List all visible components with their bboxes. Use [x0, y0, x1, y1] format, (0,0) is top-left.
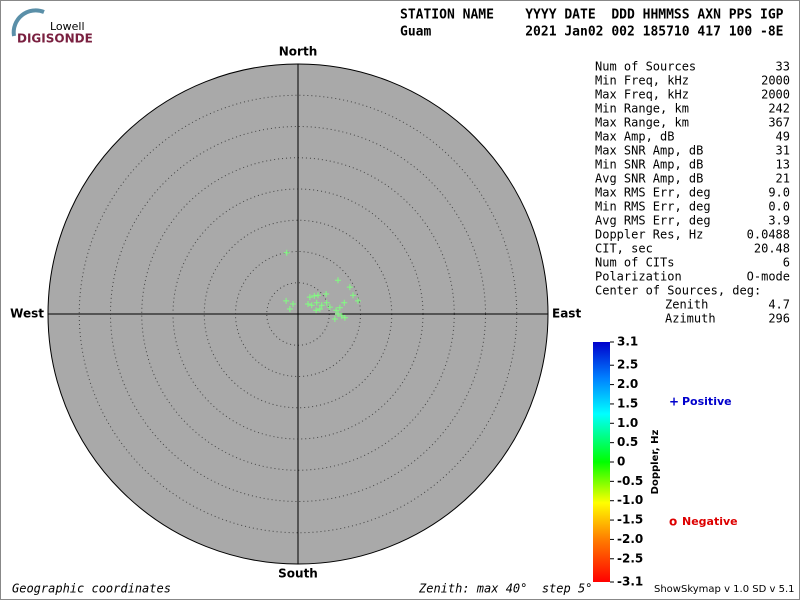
- stat-value: O-mode: [747, 270, 790, 284]
- stat-label: Min SNR Amp, dB: [595, 158, 703, 172]
- colorbar-label: 0.5: [617, 435, 638, 449]
- stat-label: Max RMS Err, deg: [595, 186, 711, 200]
- stat-value: 0.0488: [747, 228, 790, 242]
- source-marker: [308, 302, 315, 309]
- stat-value: 2000: [761, 88, 790, 102]
- center-label: Zenith: [665, 298, 708, 312]
- center-value: 4.7: [768, 298, 790, 312]
- colorbar-label: 1.5: [617, 396, 638, 410]
- stat-label: Min Freq, kHz: [595, 74, 689, 88]
- dir-east: East: [552, 307, 581, 321]
- stat-value: 13: [776, 158, 790, 172]
- stat-label: Num of Sources: [595, 60, 696, 74]
- stat-label: Max Range, km: [595, 116, 689, 130]
- source-marker: [313, 307, 320, 314]
- source-marker: [323, 299, 330, 306]
- header-labels: STATION NAME YYYY DATE DDD HHMMSS AXN PP…: [400, 8, 784, 23]
- source-marker: [355, 297, 361, 304]
- stats-label: Center of Sources, deg:: [595, 284, 761, 298]
- stat-label: Max Amp, dB: [595, 130, 674, 144]
- center-value: 296: [768, 312, 790, 326]
- colorbar-title: Doppler, Hz: [650, 430, 661, 495]
- colorbar-label: 0: [617, 455, 625, 469]
- stat-value: 2000: [761, 74, 790, 88]
- stat-label: Polarization: [595, 270, 682, 284]
- source-marker: [283, 249, 290, 256]
- stat-label: Avg RMS Err, deg: [595, 214, 711, 228]
- colorbar-label: -0.5: [617, 474, 643, 488]
- source-marker: [341, 314, 348, 321]
- source-marker: [283, 297, 290, 304]
- source-marker: [350, 292, 356, 299]
- stat-label: Max SNR Amp, dB: [595, 144, 703, 158]
- source-marker: [315, 292, 321, 299]
- dir-north: North: [279, 45, 317, 59]
- dir-west: West: [10, 307, 44, 321]
- colorbar-label: -2.0: [617, 532, 643, 546]
- colorbar-label: 2.5: [617, 358, 638, 372]
- stat-label: Avg SNR Amp, dB: [595, 172, 703, 186]
- source-marker: [331, 316, 338, 322]
- logo-bottom: DIGISONDE: [17, 32, 93, 46]
- stat-label: Doppler Res, Hz: [595, 228, 703, 242]
- colorbar-label: 2.0: [617, 377, 638, 391]
- source-marker: [326, 304, 333, 311]
- source-marker: [323, 291, 330, 297]
- header-values: Guam 2021 Jan02 002 185710 417 100 -8E: [400, 25, 784, 40]
- colorbar: [593, 342, 610, 582]
- stat-value: 9.0: [768, 186, 790, 200]
- source-marker: [335, 277, 341, 284]
- stat-label: Min RMS Err, deg: [595, 200, 711, 214]
- stat-value: 3.9: [768, 214, 790, 228]
- source-marker: [290, 301, 296, 307]
- source-marker: [333, 307, 340, 314]
- colorbar-label: -1.5: [617, 513, 643, 527]
- source-marker: [341, 299, 348, 306]
- source-marker: [346, 284, 353, 291]
- legend-label: Negative: [682, 515, 738, 528]
- stat-label: Max Freq, kHz: [595, 88, 689, 102]
- source-marker: [305, 301, 311, 307]
- stat-value: 242: [768, 102, 790, 116]
- center-label: Azimuth: [665, 312, 716, 326]
- stat-value: 6: [783, 256, 790, 270]
- stat-value: 31: [776, 144, 790, 158]
- logo-top: Lowell: [50, 20, 85, 33]
- stat-value: 21: [776, 172, 790, 186]
- source-marker: [318, 302, 325, 309]
- colorbar-label: -1.0: [617, 493, 643, 507]
- colorbar-label: 3.1: [617, 335, 638, 349]
- source-marker: [338, 312, 345, 319]
- legend-symbol: o: [669, 515, 677, 529]
- source-marker: [336, 304, 343, 311]
- stat-label: Min Range, km: [595, 102, 689, 116]
- colorbar-label: -3.1: [617, 575, 643, 589]
- source-marker: [311, 292, 318, 299]
- legend-symbol: +: [669, 395, 679, 409]
- legend-label: Positive: [682, 395, 732, 408]
- source-marker: [335, 311, 341, 317]
- stat-value: 20.48: [754, 242, 790, 256]
- stat-value: 367: [768, 116, 790, 130]
- stat-label: Num of CITs: [595, 256, 674, 270]
- logo-arc: [11, 8, 45, 37]
- stat-label: CIT, sec: [595, 242, 653, 256]
- footer: ShowSkymap v 1.0 SD v 5.1: [654, 584, 794, 595]
- colorbar-label: 1.0: [617, 416, 638, 430]
- source-marker: [316, 306, 323, 312]
- stat-value: 33: [776, 60, 790, 74]
- source-marker: [286, 306, 293, 312]
- colorbar-label: -2.5: [617, 551, 643, 565]
- stat-value: 49: [776, 130, 790, 144]
- stat-value: 0.0: [768, 200, 790, 214]
- dir-south: South: [278, 567, 318, 581]
- source-marker: [306, 294, 313, 301]
- caption-right: Zenith: max 40° step 5°: [418, 582, 592, 596]
- caption-left: Geographic coordinates: [12, 582, 171, 596]
- source-marker: [313, 299, 320, 306]
